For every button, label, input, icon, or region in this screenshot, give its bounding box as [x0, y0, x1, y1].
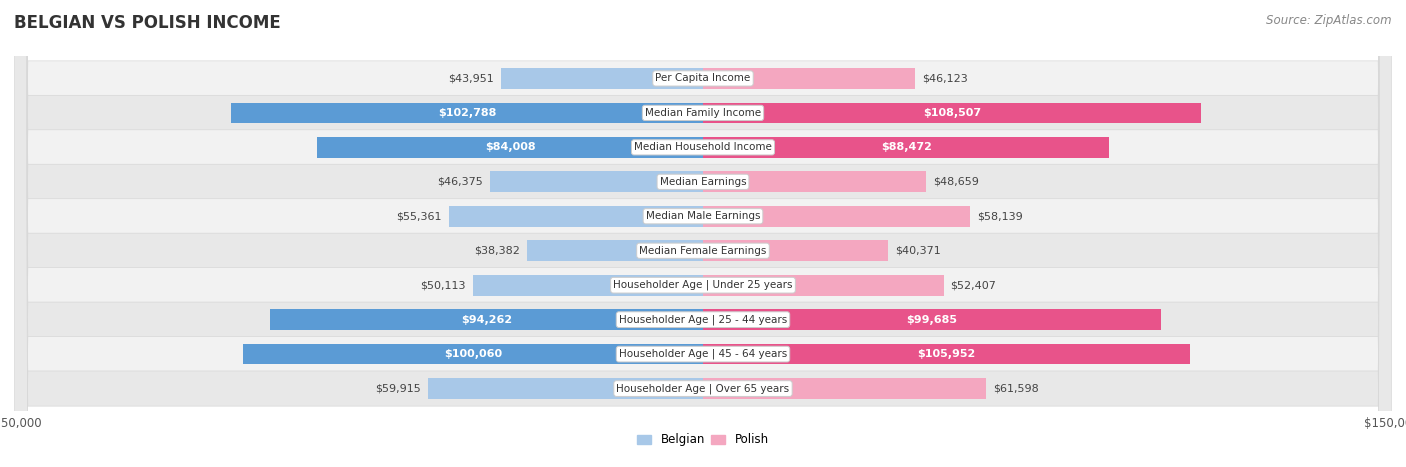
Text: $94,262: $94,262: [461, 315, 512, 325]
Bar: [501, 68, 703, 89]
FancyBboxPatch shape: [14, 0, 1392, 467]
Bar: [472, 275, 703, 296]
Bar: [703, 309, 1161, 330]
Bar: [318, 137, 703, 158]
Bar: [703, 103, 1201, 123]
Bar: [491, 171, 703, 192]
FancyBboxPatch shape: [14, 0, 1392, 467]
FancyBboxPatch shape: [14, 0, 1392, 467]
Text: $99,685: $99,685: [907, 315, 957, 325]
Bar: [703, 275, 943, 296]
Bar: [703, 68, 915, 89]
FancyBboxPatch shape: [14, 0, 1392, 467]
FancyBboxPatch shape: [14, 0, 1392, 467]
Text: Per Capita Income: Per Capita Income: [655, 73, 751, 84]
Bar: [703, 171, 927, 192]
FancyBboxPatch shape: [14, 0, 1392, 467]
Text: Householder Age | Over 65 years: Householder Age | Over 65 years: [616, 383, 790, 394]
FancyBboxPatch shape: [14, 0, 1392, 467]
FancyBboxPatch shape: [14, 0, 1392, 467]
Text: $46,375: $46,375: [437, 177, 484, 187]
Text: Median Earnings: Median Earnings: [659, 177, 747, 187]
Text: Householder Age | 25 - 44 years: Householder Age | 25 - 44 years: [619, 314, 787, 325]
Text: $61,598: $61,598: [993, 383, 1039, 394]
Bar: [703, 137, 1109, 158]
Text: Householder Age | 45 - 64 years: Householder Age | 45 - 64 years: [619, 349, 787, 359]
Bar: [231, 103, 703, 123]
Bar: [449, 206, 703, 226]
Text: Source: ZipAtlas.com: Source: ZipAtlas.com: [1267, 14, 1392, 27]
Bar: [270, 309, 703, 330]
Text: $38,382: $38,382: [474, 246, 520, 256]
Bar: [427, 378, 703, 399]
FancyBboxPatch shape: [14, 0, 1392, 467]
Text: Median Male Earnings: Median Male Earnings: [645, 211, 761, 221]
Bar: [527, 241, 703, 261]
FancyBboxPatch shape: [14, 0, 1392, 467]
Text: Median Family Income: Median Family Income: [645, 108, 761, 118]
Text: Householder Age | Under 25 years: Householder Age | Under 25 years: [613, 280, 793, 290]
Text: $43,951: $43,951: [449, 73, 495, 84]
Bar: [703, 241, 889, 261]
Text: $55,361: $55,361: [396, 211, 441, 221]
Text: $102,788: $102,788: [437, 108, 496, 118]
Text: $52,407: $52,407: [950, 280, 997, 290]
Text: $48,659: $48,659: [934, 177, 979, 187]
Text: $108,507: $108,507: [924, 108, 981, 118]
Text: $105,952: $105,952: [917, 349, 976, 359]
Text: Median Household Income: Median Household Income: [634, 142, 772, 152]
Text: $59,915: $59,915: [375, 383, 420, 394]
Bar: [703, 206, 970, 226]
Text: Median Female Earnings: Median Female Earnings: [640, 246, 766, 256]
Text: $58,139: $58,139: [977, 211, 1022, 221]
Text: BELGIAN VS POLISH INCOME: BELGIAN VS POLISH INCOME: [14, 14, 281, 32]
Bar: [243, 344, 703, 364]
Text: $40,371: $40,371: [896, 246, 941, 256]
Text: $50,113: $50,113: [420, 280, 465, 290]
Text: $46,123: $46,123: [922, 73, 967, 84]
Text: $84,008: $84,008: [485, 142, 536, 152]
Legend: Belgian, Polish: Belgian, Polish: [633, 429, 773, 451]
Text: $88,472: $88,472: [880, 142, 932, 152]
Bar: [703, 378, 986, 399]
Text: $100,060: $100,060: [444, 349, 502, 359]
Bar: [703, 344, 1189, 364]
